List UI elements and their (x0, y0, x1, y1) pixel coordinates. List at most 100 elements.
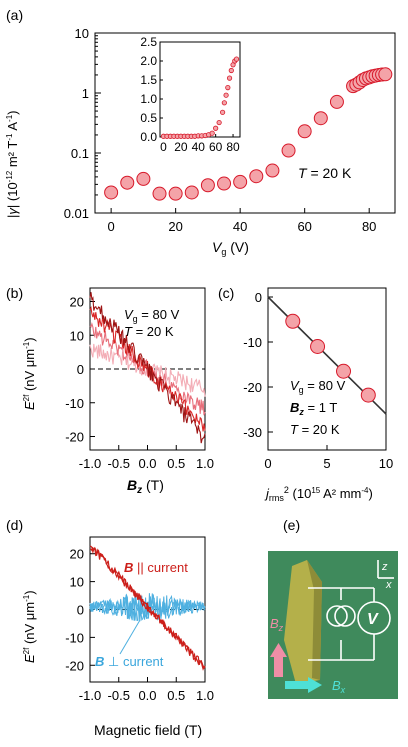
bz-arrow-icon (270, 643, 287, 677)
inset-point (223, 92, 229, 98)
a-ytick-label: 0.01 (64, 206, 89, 221)
a-xtick-label: 80 (362, 219, 376, 234)
inset-point (233, 56, 240, 62)
a-xtick-label: 60 (297, 219, 311, 234)
a-xtick-label: 20 (168, 219, 182, 234)
sample-flake-shade (307, 560, 322, 680)
panel-label-d: (d) (6, 517, 23, 533)
panel-label-a: (a) (6, 7, 23, 23)
d-ytick-label: 0 (77, 603, 84, 618)
inset-point (228, 67, 234, 74)
a-point (152, 186, 167, 201)
a-point (217, 176, 232, 191)
legend-b-parallel: B || current (124, 560, 188, 575)
panel-c-annotation-bz: Bz = 1 T (290, 400, 337, 417)
d-xtick-label: -0.5 (108, 688, 130, 703)
b-series-line (89, 292, 206, 444)
c-point (360, 387, 376, 403)
b-ytick-label: 0 (77, 362, 84, 377)
source-circle-2 (334, 605, 356, 627)
d-parallel-trace (90, 546, 206, 671)
bx-label: Bx (332, 678, 346, 695)
inset-point (216, 119, 222, 126)
inset-xtick-label: 20 (174, 140, 188, 154)
legend-b-perp: B ⊥ current (95, 654, 164, 669)
panel-a-ylabel: |γ| (10-12 m² T-1 A-1) (5, 111, 20, 219)
d-ytick-label: -10 (65, 630, 84, 645)
d-xtick-label: 0.0 (138, 688, 156, 703)
a-ytick-label: 1 (82, 86, 89, 101)
inset-point (221, 100, 227, 106)
panel-b-annotation-t: T = 20 K (124, 324, 174, 339)
axis-x-label: x (385, 579, 392, 591)
b-xtick-label: 1.0 (196, 456, 214, 471)
c-xtick-label: 10 (379, 456, 393, 471)
b-xtick-label: 0.0 (138, 456, 156, 471)
panel-b-ylabel: E2f (nV μm-1) (22, 337, 37, 410)
c-xtick-label: 0 (264, 456, 271, 471)
legend-b-perp-leader (119, 619, 141, 655)
inset-point (220, 109, 226, 115)
c-point (336, 363, 352, 379)
d-xtick-label: -1.0 (79, 688, 101, 703)
inset-ytick-label: 2.5 (140, 35, 157, 49)
b-xtick-label: 0.5 (167, 456, 185, 471)
c-xtick-label: 5 (323, 456, 330, 471)
d-ytick-label: 20 (70, 547, 84, 562)
b-xtick-label: -1.0 (79, 456, 101, 471)
voltmeter-circle (357, 601, 391, 635)
d-ytick-label: 10 (70, 575, 84, 590)
panel-b-chart: -1.0 -0.5 0.0 0.5 1.0 20 10 0 -10 -20 Vg = 80 V T… (22, 287, 214, 496)
c-point (310, 339, 326, 354)
a-ytick-label: 0.1 (71, 146, 89, 161)
panel-e-photo: V z x Bz Bx (268, 551, 398, 699)
b-ytick-label: -10 (65, 396, 84, 411)
panel-label-e: (e) (283, 517, 300, 533)
panel-d-xlabel: Magnetic field (T) (94, 722, 202, 738)
a-point (329, 94, 344, 109)
panel-b-annotation-vg: Vg = 80 V (124, 307, 180, 324)
panel-d-chart: -1.0 -0.5 0.0 0.5 1.0 20 10 0 -10 -20 B || curren… (22, 536, 214, 738)
a-point (281, 143, 296, 158)
inset-xtick-label: 40 (192, 140, 206, 154)
d-perp-trace (89, 594, 206, 621)
panel-d-ylabel: E2f (nV μm-1) (22, 590, 37, 663)
d-ytick-label: -20 (65, 658, 84, 673)
d-xtick-label: 1.0 (196, 688, 214, 703)
panel-a-xlabel: Vg (V) (212, 239, 249, 257)
a-point (233, 174, 248, 189)
a-point (249, 169, 264, 184)
a-point (313, 111, 328, 126)
b-ytick-label: -20 (65, 430, 84, 445)
a-xtick-label: 40 (233, 219, 247, 234)
a-point (297, 124, 312, 139)
b-xtick-label: -0.5 (108, 456, 130, 471)
d-perp-trace (89, 592, 206, 622)
a-ytick-label: 10 (75, 26, 89, 41)
inset-xtick-label: 80 (226, 140, 240, 154)
a-point (136, 171, 151, 186)
panel-c-annotation-t: T = 20 K (290, 422, 340, 437)
inset-point (226, 75, 233, 81)
c-ytick-label: -20 (243, 380, 262, 395)
inset-point (209, 130, 215, 136)
sample-flake (284, 560, 322, 684)
inset-point (225, 85, 231, 91)
c-ytick-label: 0 (255, 290, 262, 305)
inset-ytick-label: 0.5 (140, 111, 157, 125)
axis-z-label: z (381, 561, 388, 573)
a-point (265, 163, 280, 178)
b-series-line (89, 322, 206, 416)
source-circle-1 (326, 605, 348, 627)
panel-c-annotation-vg: Vg = 80 V (290, 378, 346, 395)
inset-ytick-label: 1.0 (140, 92, 157, 106)
a-point (200, 178, 215, 193)
b-ytick-label: 10 (70, 328, 84, 343)
bx-arrow-icon (285, 677, 322, 693)
panel-c-xlabel: jrms2 (1015 A² mm-4) (264, 485, 373, 503)
a-xtick-label: 0 (108, 219, 115, 234)
inset-xtick-label: 60 (209, 140, 223, 154)
inset-ytick-label: 0.0 (140, 130, 157, 144)
